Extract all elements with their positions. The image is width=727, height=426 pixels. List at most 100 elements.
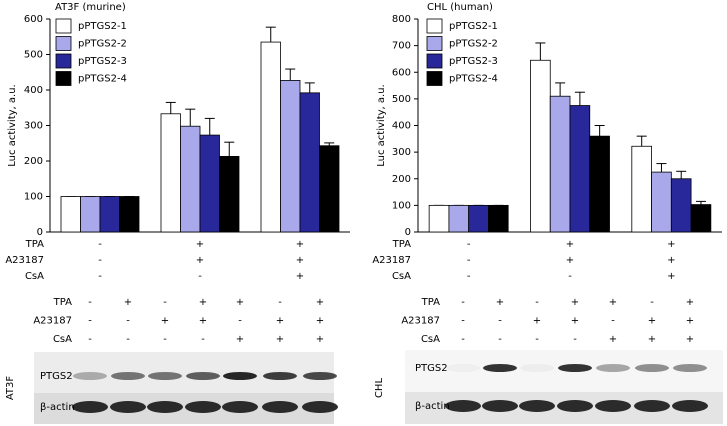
blot-band [185,401,221,413]
condition-mark: - [535,334,539,345]
y-tick-label: 800 [392,14,411,25]
condition-mark: - [278,297,282,308]
legend-label: pPTGS2-1 [78,21,127,32]
bar [280,80,301,233]
condition-mark: + [648,334,656,345]
blot-band [596,364,630,372]
blot-band-label: PTGS2 [40,371,73,382]
condition-mark: - [461,334,465,345]
bar [488,204,509,233]
condition-mark: + [196,239,204,250]
y-tick-label: 500 [24,50,43,61]
blot-band [635,364,669,372]
blot-band [222,401,258,413]
legend-swatch [426,53,443,69]
blot-band [223,372,257,380]
condition-mark: + [648,316,656,327]
legend-label: pPTGS2-3 [449,56,498,67]
condition-label: CsA [421,334,440,345]
legend-label: pPTGS2-4 [78,74,127,85]
blot-band [519,400,555,412]
bar [549,95,571,233]
blot-band [483,364,517,372]
y-tick-label: 300 [24,121,43,132]
y-tick-label: 200 [392,174,411,185]
blot-band [263,372,297,380]
bar [160,113,181,233]
blot-band [262,401,298,413]
condition-label: CsA [392,271,411,282]
blot-band [672,400,708,412]
condition-mark: - [467,271,471,282]
legend-label: pPTGS2-4 [449,74,498,85]
condition-mark: - [126,316,130,327]
condition-mark: + [199,316,207,327]
condition-mark: - [498,316,502,327]
condition-mark: - [88,334,92,345]
bar [199,134,220,233]
blot-band [445,400,481,412]
condition-mark: + [296,271,304,282]
condition-mark: - [573,334,577,345]
bar [569,105,591,233]
condition-mark: - [126,334,130,345]
condition-mark: - [467,255,471,266]
bar [299,92,320,233]
y-tick-label: 600 [392,67,411,78]
condition-mark: - [535,297,539,308]
y-tick-label: 600 [24,14,43,25]
blot-band [303,372,337,380]
condition-mark: + [276,334,284,345]
blot-band [558,364,592,372]
condition-mark: + [571,316,579,327]
y-tick-label: 300 [392,147,411,158]
condition-mark: + [533,316,541,327]
bar [219,155,240,233]
condition-mark: - [467,239,471,250]
condition-mark: - [98,239,102,250]
y-tick-label: 0 [405,227,411,238]
blot-band-label: β-actin [415,401,450,412]
blot-band [520,364,554,372]
condition-mark: - [650,297,654,308]
condition-mark: + [161,316,169,327]
y-axis-label: Luc activity, a.u. [7,84,18,166]
condition-label: CsA [53,334,72,345]
blot-band [634,400,670,412]
condition-label: TPA [53,297,72,308]
condition-label: TPA [421,297,440,308]
blot-band [147,401,183,413]
blot-band [73,372,107,380]
blot-band [111,372,145,380]
condition-mark: + [236,334,244,345]
bar [260,41,281,233]
y-tick-label: 400 [24,85,43,96]
condition-mark: + [199,297,207,308]
legend-swatch [426,71,443,86]
blot-band-label: PTGS2 [415,363,448,374]
y-axis-label: Luc activity, a.u. [376,84,387,166]
chart-title: CHL (human) [427,2,493,13]
bar [651,171,672,233]
condition-mark: + [296,255,304,266]
blot-band [72,401,108,413]
condition-mark: + [236,297,244,308]
condition-mark: - [611,316,615,327]
legend-swatch [55,36,72,51]
legend-swatch [426,18,443,34]
bar [99,196,120,233]
legend-swatch [55,53,72,69]
bar [690,204,712,233]
condition-mark: - [461,316,465,327]
condition-mark: + [496,297,504,308]
blot-band [482,400,518,412]
condition-mark: + [296,239,304,250]
condition-mark: + [686,334,694,345]
condition-mark: + [316,316,324,327]
legend-label: pPTGS2-2 [449,39,498,50]
blot-band [557,400,593,412]
legend-swatch [426,36,443,51]
bar [530,59,551,233]
legend-label: pPTGS2-2 [78,39,127,50]
